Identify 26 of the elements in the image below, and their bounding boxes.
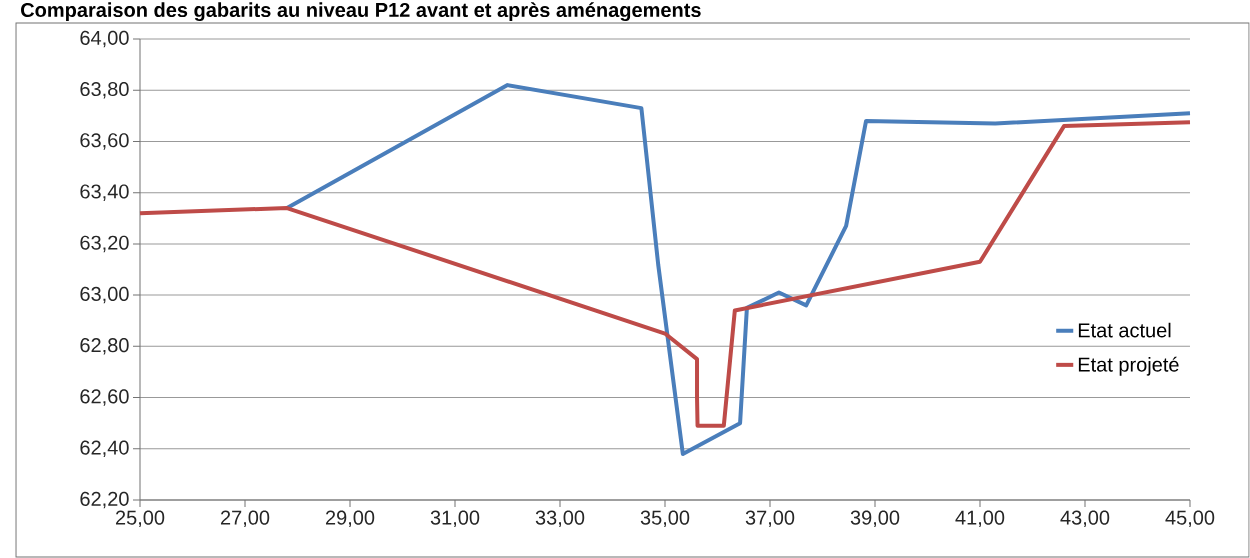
x-tick-label: 25,00 bbox=[115, 510, 165, 528]
y-tick-label: 63,20 bbox=[80, 235, 129, 253]
x-tick-label: 29,00 bbox=[325, 510, 375, 528]
y-tick-label: 62,80 bbox=[80, 338, 129, 355]
x-tick-label: 41,00 bbox=[955, 510, 1005, 528]
x-tick-label: 33,00 bbox=[535, 510, 585, 528]
y-tick-label: 64,00 bbox=[80, 30, 129, 48]
line-series bbox=[138, 120, 1192, 428]
y-tick-label: 63,80 bbox=[80, 81, 129, 99]
x-tick-label: 39,00 bbox=[850, 510, 900, 528]
y-tick-label: 63,60 bbox=[80, 133, 129, 150]
y-tick-label: 63,00 bbox=[80, 286, 129, 304]
y-tick-label: 62,40 bbox=[80, 440, 129, 458]
x-tick-label: 27,00 bbox=[220, 510, 270, 528]
x-tick-label: 35,00 bbox=[640, 510, 690, 528]
chart-title: Comparaison des gabarits au niveau P12 avant et après aménagements bbox=[21, 2, 701, 22]
legend-label: Etat projeté bbox=[1078, 356, 1179, 376]
y-tick-label: 62,20 bbox=[80, 491, 129, 509]
x-tick-label: 31,00 bbox=[430, 510, 480, 528]
line-series bbox=[285, 83, 1192, 456]
y-tick-label: 62,60 bbox=[80, 389, 129, 406]
x-tick-label: 45,00 bbox=[1165, 510, 1215, 528]
y-tick-label: 63,40 bbox=[80, 184, 129, 201]
legend-label: Etat actuel bbox=[1078, 322, 1171, 338]
x-tick-label: 43,00 bbox=[1060, 510, 1110, 528]
x-tick-label: 37,00 bbox=[745, 510, 795, 528]
